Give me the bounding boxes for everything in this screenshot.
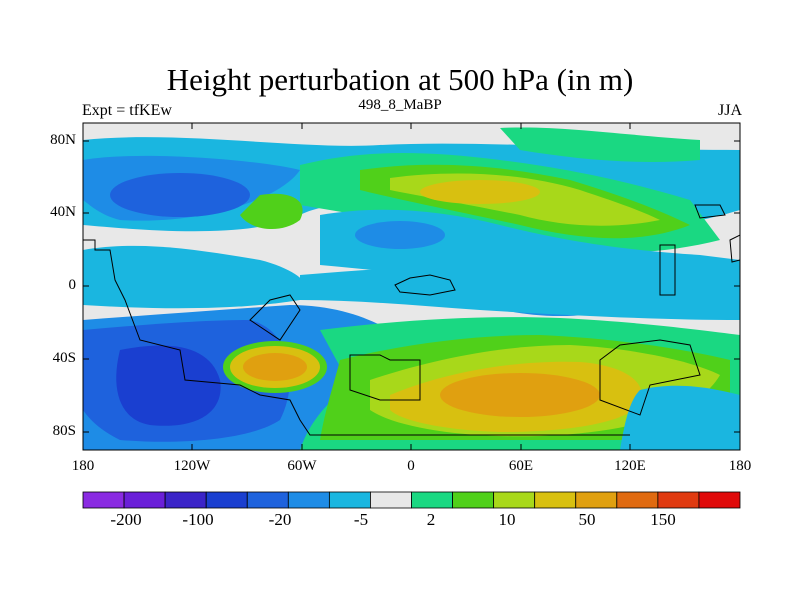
- colorbar-swatch: [164, 491, 207, 509]
- colorbar-swatch: [328, 491, 371, 509]
- axis-ticks: [82, 123, 741, 450]
- coastlines: [83, 204, 741, 436]
- lon-label-0: 0: [407, 458, 415, 474]
- colorbar-swatch: [82, 491, 125, 509]
- colorbar-swatch: [123, 491, 166, 509]
- colorbar-swatch: [411, 491, 453, 509]
- colorbar-label: 50: [578, 510, 596, 529]
- colorbar-swatch: [534, 491, 577, 509]
- lon-label-60e: 60E: [508, 458, 534, 474]
- lon-label-180e: 180: [728, 458, 752, 474]
- height-perturbation-field: [83, 123, 740, 450]
- plot-title: Height perturbation at 500 hPa (in m): [166, 62, 634, 97]
- lat-label-40s: 40S: [52, 350, 76, 366]
- colorbar-label: -20: [268, 510, 292, 529]
- colorbar-swatch: [287, 491, 330, 509]
- colorbar-swatch: [657, 491, 700, 509]
- lon-label-180w: 180: [71, 458, 95, 474]
- colorbar-swatch: [246, 491, 289, 509]
- colorbar-label: 2: [426, 510, 436, 529]
- colorbar: [82, 491, 741, 509]
- colorbar-label: -200: [110, 510, 142, 529]
- colorbar-swatch: [575, 491, 618, 509]
- lat-label-0: 0: [68, 277, 77, 293]
- season-label: JJA: [717, 102, 742, 119]
- colorbar-swatch: [452, 491, 495, 509]
- colorbar-label: -5: [353, 510, 369, 529]
- lon-label-60w: 60W: [287, 458, 317, 474]
- lat-label-80n: 80N: [50, 132, 76, 148]
- colorbar-swatch: [205, 491, 248, 509]
- lon-label-120w: 120W: [173, 458, 211, 474]
- colorbar-label: 10: [498, 510, 516, 529]
- experiment-label: Expt = tfKEw: [82, 102, 172, 119]
- colorbar-swatch: [493, 491, 536, 509]
- lat-label-40n: 40N: [50, 204, 76, 220]
- lon-label-120e: 120E: [614, 458, 646, 474]
- colorbar-label: -100: [182, 510, 214, 529]
- colorbar-swatch: [370, 491, 412, 509]
- colorbar-swatch: [616, 491, 659, 509]
- colorbar-label: 150: [650, 510, 676, 529]
- colorbar-swatch: [698, 491, 741, 509]
- case-label: 498_8_MaBP: [358, 97, 442, 113]
- lat-label-80s: 80S: [52, 423, 76, 439]
